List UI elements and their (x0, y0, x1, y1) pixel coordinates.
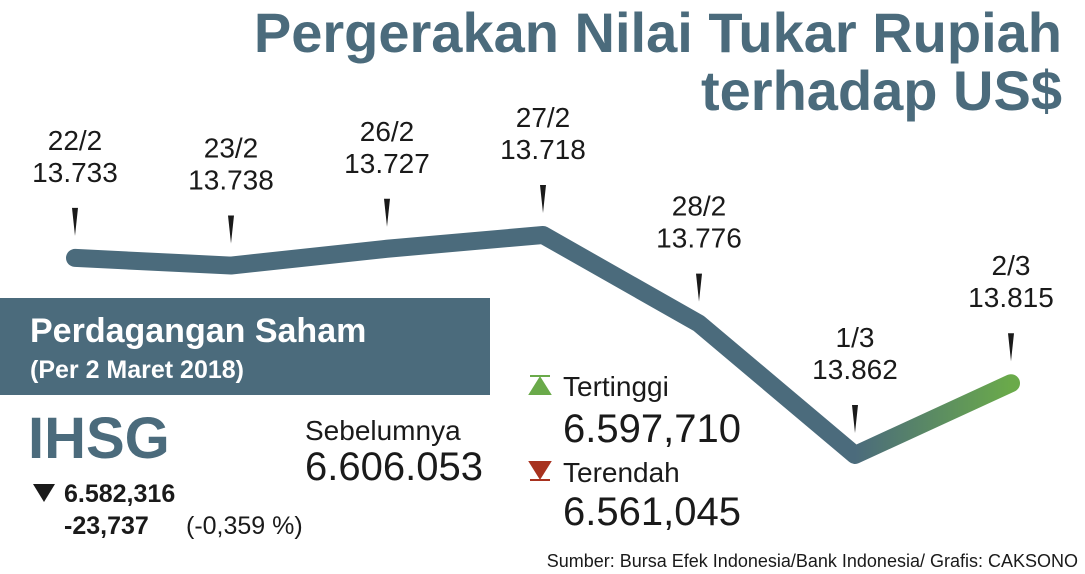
high-icon (528, 375, 552, 395)
low-icon (528, 461, 552, 481)
change-value: -23,737 (64, 512, 149, 540)
rate-line (66, 226, 1020, 464)
date-label: 28/2 (672, 191, 727, 222)
plot: 22/213.733 23/213.738 26/213.727 27/213.718… (32, 102, 1054, 464)
pointer (384, 198, 390, 227)
down-icon (33, 484, 55, 502)
value-label: 13.815 (968, 282, 1054, 313)
date-label: 22/2 (48, 125, 103, 156)
value-label: 13.718 (500, 134, 586, 165)
value-label: 13.862 (812, 354, 898, 385)
panel-subtitle: (Per 2 Maret 2018) (30, 356, 244, 384)
panel-header (0, 298, 490, 395)
value-label: 13.727 (344, 148, 430, 179)
change-pct: (-0,359 %) (186, 512, 303, 540)
pointer (1008, 333, 1014, 362)
previous-value: 6.606.053 (305, 445, 483, 489)
date-label: 27/2 (516, 102, 571, 133)
pointer (228, 215, 234, 244)
source: Sumber: Bursa Efek Indonesia/Bank Indone… (547, 551, 1078, 571)
pointer (696, 273, 702, 302)
close-value: 6.582,316 (64, 480, 175, 508)
pointer (72, 207, 78, 236)
low-label: Terendah (563, 457, 680, 488)
pointer (540, 185, 546, 213)
value-label: 13.776 (656, 223, 742, 254)
previous-label: Sebelumnya (305, 415, 461, 446)
value-label: 13.733 (32, 157, 118, 188)
high-value: 6.597,710 (563, 407, 741, 451)
index-name: IHSG (28, 406, 170, 471)
date-label: 26/2 (360, 116, 415, 147)
high-label: Tertinggi (563, 371, 669, 402)
value-label: 13.738 (188, 165, 274, 196)
date-label: 2/3 (992, 250, 1031, 281)
low-value: 6.561,045 (563, 490, 741, 534)
panel-title: Perdagangan Saham (30, 312, 366, 350)
title-line: Pergerakan Nilai Tukar Rupiah (254, 1, 1062, 64)
date-label: 23/2 (204, 133, 259, 164)
title-line: terhadap US$ (701, 59, 1062, 122)
pointer (852, 405, 858, 433)
date-label: 1/3 (836, 322, 875, 353)
